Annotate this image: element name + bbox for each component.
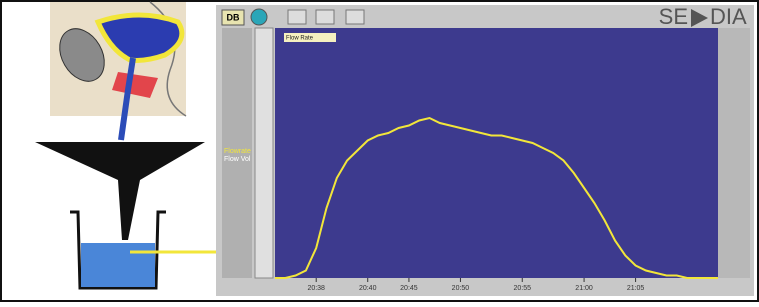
page: {"toolbar": {"db_button": "DB"}, "logo":… — [0, 0, 759, 302]
plot-area — [275, 28, 718, 278]
flow-volume-label: Flow Vol — [224, 156, 251, 163]
flowrate-label: Flowrate — [224, 148, 251, 155]
x-tick-label: 20:55 — [513, 285, 531, 292]
x-tick-label: 21:05 — [627, 285, 645, 292]
x-tick-label: 20:45 — [400, 285, 418, 292]
legend-label: Flow Rate — [286, 36, 314, 42]
right-panel — [718, 28, 750, 278]
x-tick-label: 20:50 — [452, 285, 470, 292]
figure: DB SE DIA Flowrate Flow Vol Flow Rate 20… — [0, 0, 759, 302]
software-screen: DB SE DIA Flowrate Flow Vol Flow Rate — [216, 4, 754, 296]
x-tick-label: 21:00 — [575, 285, 593, 292]
logo-left: SE — [659, 4, 688, 29]
toolbar-button[interactable] — [346, 10, 364, 24]
toolbar-button[interactable] — [316, 10, 334, 24]
x-tick-label: 20:38 — [307, 285, 325, 292]
db-label: DB — [227, 12, 240, 22]
toolbar-button[interactable] — [288, 10, 306, 24]
ruler — [255, 28, 273, 278]
x-tick-label: 20:40 — [359, 285, 377, 292]
fluid — [81, 243, 155, 287]
toolbar-button[interactable] — [251, 9, 267, 25]
logo-right: DIA — [710, 4, 747, 29]
